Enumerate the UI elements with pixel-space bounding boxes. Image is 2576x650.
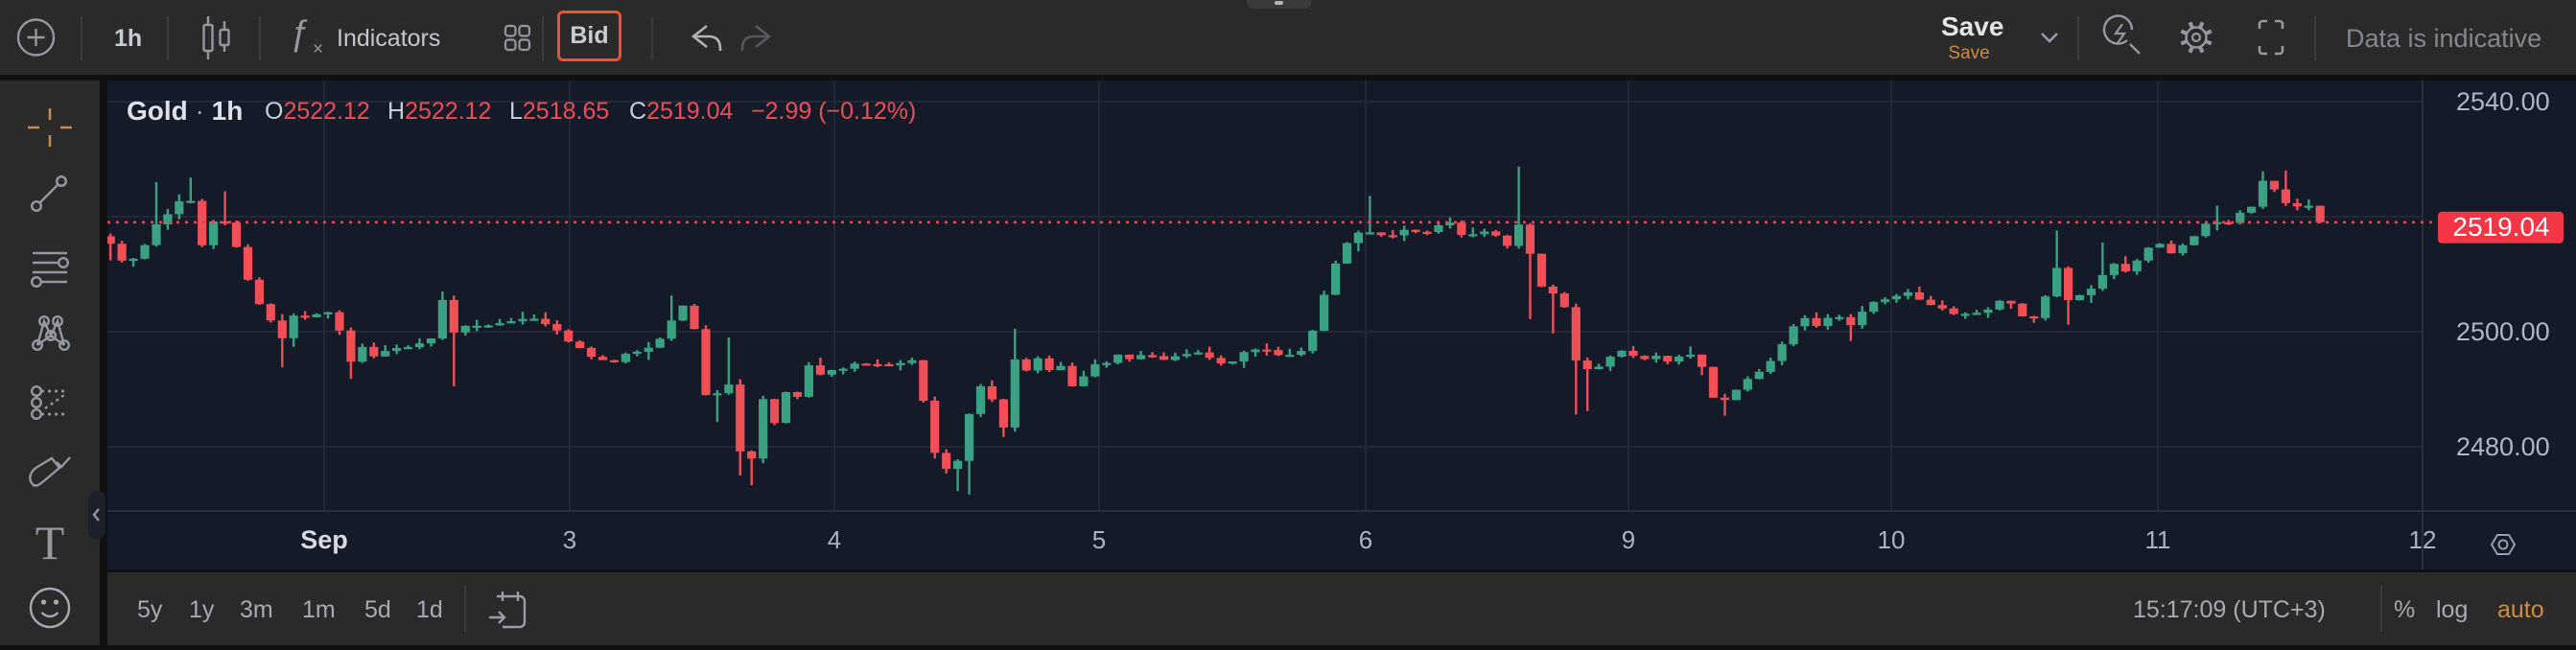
svg-text:T: T: [35, 516, 65, 569]
svg-text:3: 3: [563, 525, 576, 554]
svg-text:−2.99 (−0.12%): −2.99 (−0.12%): [751, 98, 916, 125]
svg-text:Sep: Sep: [300, 525, 348, 554]
svg-text:H2522.12: H2522.12: [387, 98, 491, 125]
svg-text:2519.04: 2519.04: [2452, 212, 2549, 242]
svg-text:Gold · 1h: Gold · 1h: [127, 96, 243, 126]
svg-text:Indicators: Indicators: [337, 25, 440, 52]
svg-text:2500.00: 2500.00: [2456, 317, 2550, 346]
svg-text:4: 4: [828, 525, 841, 554]
svg-text:6: 6: [1359, 525, 1372, 554]
svg-text:O2522.12: O2522.12: [265, 98, 370, 125]
svg-text:9: 9: [1622, 525, 1635, 554]
svg-text:L2518.65: L2518.65: [509, 98, 609, 125]
svg-text:11: 11: [2145, 525, 2171, 554]
svg-text:12: 12: [2409, 525, 2437, 554]
svg-text:2480.00: 2480.00: [2456, 432, 2550, 461]
svg-text:2540.00: 2540.00: [2456, 87, 2550, 116]
svg-text:×: ×: [313, 39, 323, 59]
svg-text:10: 10: [1878, 525, 1906, 554]
svg-text:C2519.04: C2519.04: [629, 98, 734, 125]
svg-text:5: 5: [1092, 525, 1106, 554]
svg-text:ƒ: ƒ: [291, 13, 311, 53]
svg-text:1h: 1h: [114, 25, 142, 52]
